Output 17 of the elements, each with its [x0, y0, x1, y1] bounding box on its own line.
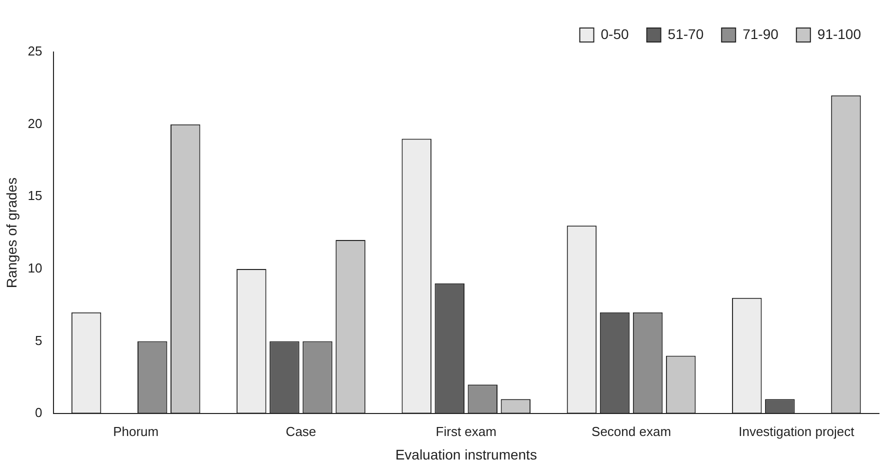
x-tick-label: Case — [286, 424, 316, 439]
x-tick-label: First exam — [436, 424, 496, 439]
y-tick-label: 0 — [35, 405, 42, 420]
y-tick-label: 25 — [28, 44, 42, 59]
legend-label: 51-70 — [668, 26, 704, 42]
legend-label: 91-100 — [817, 26, 862, 42]
x-tick-label: Second exam — [592, 424, 672, 439]
y-axis-title: Ranges of grades — [3, 178, 20, 288]
y-tick-label: 15 — [28, 188, 42, 204]
legend-label: 0-50 — [600, 26, 630, 42]
x-tick-label: Phorum — [113, 424, 159, 439]
legend-label: 71-90 — [742, 26, 779, 42]
y-tick-label: 10 — [28, 260, 42, 276]
x-tick-label: Investigation project — [738, 424, 855, 439]
x-axis-title: Evaluation instruments — [395, 446, 537, 462]
y-tick-label: 5 — [35, 332, 42, 348]
y-tick-label: 20 — [28, 116, 42, 131]
